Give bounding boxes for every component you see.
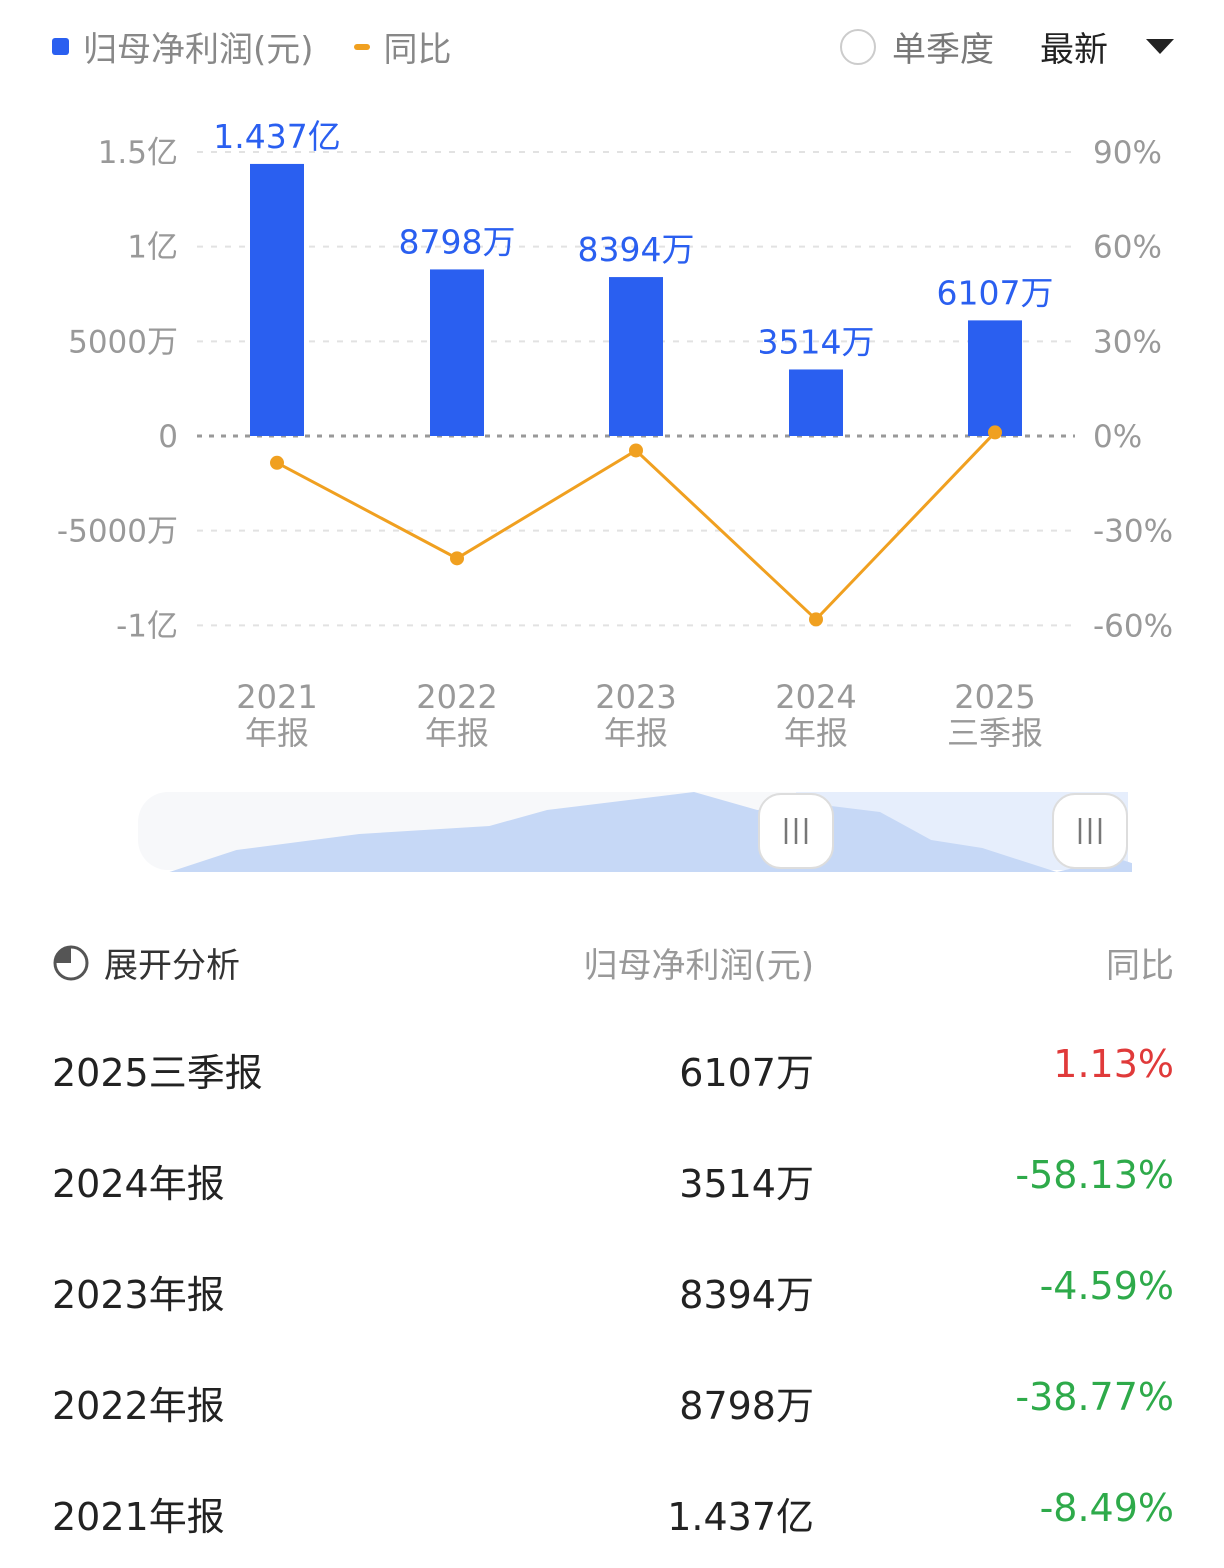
value-cell: 8798万 — [679, 1384, 814, 1428]
table-row[interactable]: 2023年报 8394万 -4.59% — [52, 1264, 1174, 1324]
yoy-cell: -38.77% — [1015, 1375, 1174, 1419]
right-tick-label: 90% — [1093, 135, 1162, 171]
right-tick-label: 30% — [1093, 324, 1162, 360]
x-tick-label: 三季报 — [947, 714, 1043, 752]
table-row[interactable]: 2024年报 3514万 -58.13% — [52, 1153, 1174, 1213]
table-row[interactable]: 2022年报 8798万 -38.77% — [52, 1375, 1174, 1435]
right-tick-label: -30% — [1093, 514, 1173, 550]
yoy-column-header: 同比 — [1106, 946, 1174, 986]
bar — [968, 320, 1022, 436]
right-tick-label: 60% — [1093, 230, 1162, 266]
left-tick-label: -1亿 — [116, 608, 178, 644]
right-tick-label: -60% — [1093, 608, 1173, 644]
period-cell: 2022年报 — [52, 1384, 225, 1428]
single-quarter-label[interactable]: 单季度 — [892, 30, 994, 70]
yoy-point — [450, 551, 464, 566]
slider-handle-right[interactable] — [1052, 793, 1128, 869]
expand-analysis-label: 展开分析 — [104, 946, 240, 986]
bar — [789, 369, 843, 436]
period-cell: 2021年报 — [52, 1495, 225, 1539]
chart-legend: 归母净利润(元) 同比 — [52, 22, 452, 71]
value-cell: 6107万 — [679, 1051, 814, 1095]
chart: 1.5亿 90% 1亿 60% 5000万 30% 0 0% -5000万 -30% -1亿 -60%… — [57, 117, 1173, 752]
value-cell: 3514万 — [679, 1162, 814, 1206]
yoy-point — [809, 612, 823, 627]
range-slider[interactable] — [136, 790, 1132, 874]
expand-analysis-button[interactable]: 展开分析 — [52, 938, 240, 987]
bar-legend-label[interactable]: 归母净利润(元) — [83, 30, 314, 70]
line-legend-label[interactable]: 同比 — [383, 30, 452, 70]
single-quarter-radio[interactable] — [840, 28, 876, 65]
bar-data-label: 8394万 — [578, 230, 695, 269]
sort-dropdown[interactable]: 最新 — [1040, 30, 1108, 70]
right-tick-label: 0% — [1093, 419, 1142, 455]
yoy-cell: -8.49% — [1039, 1486, 1174, 1530]
bar-data-label: 8798万 — [399, 222, 516, 261]
period-cell: 2025三季报 — [52, 1051, 263, 1095]
chevron-down-icon[interactable] — [1146, 39, 1174, 54]
x-tick-label: 2024 — [775, 678, 856, 716]
yoy-point — [629, 443, 643, 458]
line-legend-swatch — [353, 43, 370, 50]
x-tick-label: 2021 — [236, 678, 317, 716]
left-tick-label: 0 — [158, 419, 178, 455]
x-tick-label: 2022 — [416, 678, 497, 716]
value-column-header: 归母净利润(元) — [583, 946, 814, 986]
yoy-point — [988, 425, 1002, 440]
bar — [430, 269, 484, 436]
bar — [609, 277, 663, 436]
bar-data-label: 6107万 — [937, 273, 1054, 312]
x-tick-label: 年报 — [245, 714, 309, 752]
table-row[interactable]: 2021年报 1.437亿 -8.49% — [52, 1486, 1174, 1546]
bar-data-label: 1.437亿 — [213, 117, 340, 156]
left-tick-label: 1亿 — [127, 230, 178, 266]
bar — [250, 163, 304, 437]
value-cell: 8394万 — [679, 1273, 814, 1317]
slider-preview-area — [169, 792, 1132, 872]
period-cell: 2023年报 — [52, 1273, 225, 1317]
value-cell: 1.437亿 — [667, 1495, 814, 1539]
x-tick-label: 年报 — [604, 714, 668, 752]
x-tick-label: 年报 — [784, 714, 848, 752]
yoy-line — [276, 431, 997, 622]
table-header: 展开分析 归母净利润(元) 同比 — [52, 938, 1174, 988]
x-tick-label: 2023 — [595, 678, 676, 716]
left-tick-label: 1.5亿 — [98, 135, 178, 171]
pie-chart-icon — [53, 945, 89, 980]
x-tick-label: 年报 — [425, 714, 489, 752]
period-cell: 2024年报 — [52, 1162, 225, 1206]
left-tick-label: -5000万 — [57, 514, 178, 550]
left-tick-label: 5000万 — [68, 324, 178, 360]
yoy-cell: -4.59% — [1039, 1264, 1174, 1308]
yoy-cell: 1.13% — [1053, 1042, 1174, 1086]
x-tick-label: 2025 — [954, 678, 1035, 716]
chart-controls: 单季度 最新 — [840, 22, 1174, 71]
bar-data-label: 3514万 — [758, 322, 875, 361]
yoy-cell: -58.13% — [1015, 1153, 1174, 1197]
yoy-point — [270, 455, 284, 470]
slider-handle-left[interactable] — [758, 793, 834, 869]
table-row[interactable]: 2025三季报 6107万 1.13% — [52, 1042, 1174, 1102]
bar-legend-swatch — [52, 38, 69, 55]
